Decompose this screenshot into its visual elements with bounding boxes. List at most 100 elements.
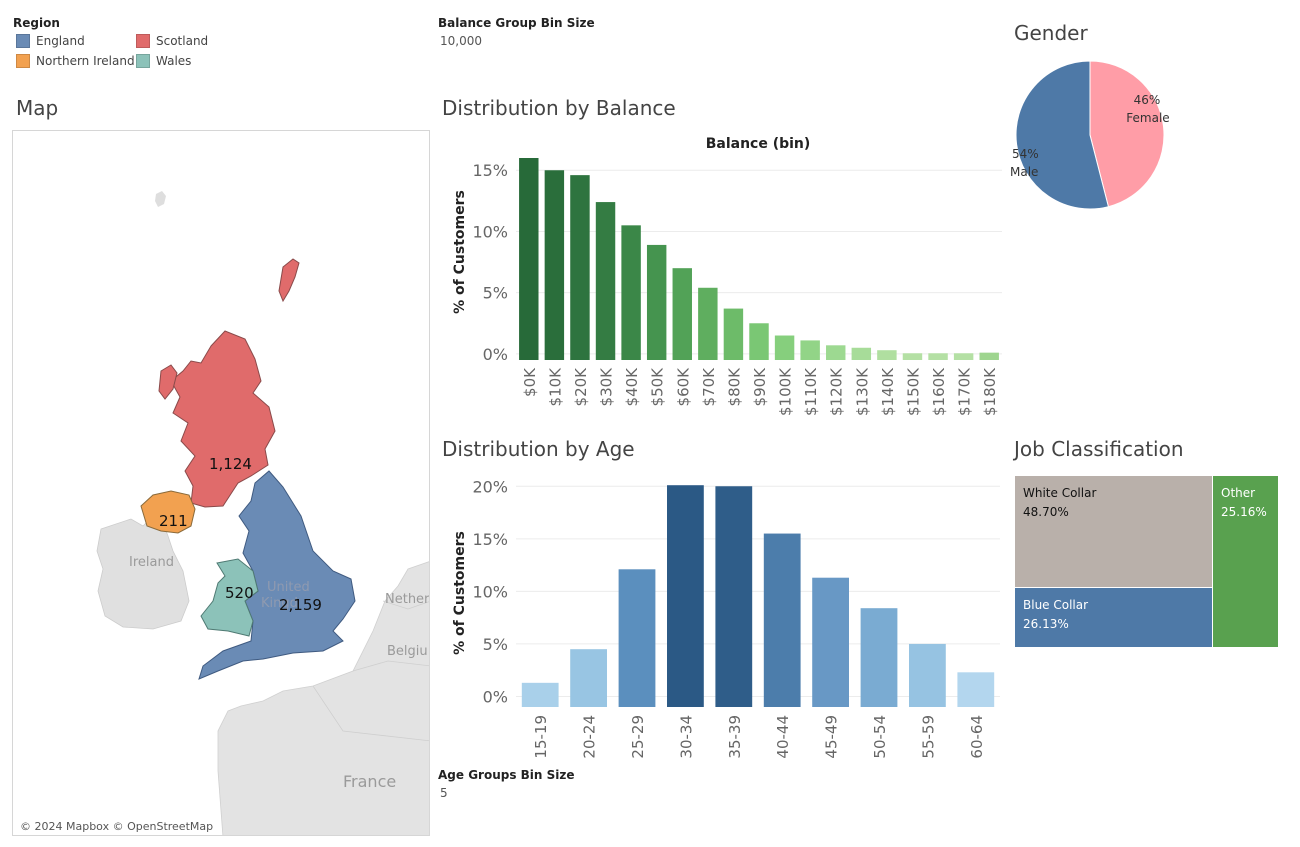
legend-label: England	[36, 34, 85, 48]
y-tick-label: 10%	[472, 222, 508, 241]
y-tick-label: 0%	[483, 345, 508, 364]
northern-ireland-value: 211	[159, 512, 188, 530]
x-tick-label: $10K	[546, 367, 564, 407]
scotland-value: 1,124	[209, 455, 252, 473]
england-value: 2,159	[279, 596, 322, 614]
x-tick-label: $100K	[777, 367, 795, 416]
wales-shape[interactable]	[200, 558, 259, 637]
legend-item-wales[interactable]: Wales	[136, 54, 191, 68]
pie-slice-male	[1015, 60, 1110, 210]
x-tick-label: $0K	[521, 367, 539, 397]
treemap-label: Other	[1221, 486, 1256, 500]
x-tick-label: 55-59	[919, 715, 937, 759]
male-pct-label: 54%	[1012, 147, 1039, 161]
border-line	[382, 600, 429, 610]
x-tick-label: $90K	[751, 367, 769, 407]
x-tick-label: $130K	[853, 367, 871, 416]
balance-chart-header: Balance (bin)	[706, 136, 811, 152]
age-bin-param-title: Age Groups Bin Size	[438, 768, 575, 782]
bar	[521, 682, 559, 707]
bar	[979, 352, 999, 360]
x-tick-label: $40K	[623, 367, 641, 407]
y-tick-label: 15%	[472, 161, 508, 180]
bar	[749, 323, 769, 360]
treemap-cell-white-collar[interactable]: White Collar 48.70%	[1014, 475, 1213, 588]
legend-title: Region	[13, 16, 60, 30]
hebrides-shape[interactable]	[158, 364, 178, 400]
bar	[570, 649, 607, 707]
legend-swatch	[16, 54, 30, 68]
x-tick-label: 25-29	[629, 715, 647, 759]
shetland-shape[interactable]	[278, 258, 300, 303]
x-tick-label: $170K	[956, 367, 974, 416]
x-tick-label: $60K	[674, 367, 692, 407]
bar	[715, 486, 753, 707]
bar	[800, 340, 820, 360]
netherlands-label: Nether	[385, 592, 430, 607]
gender-pie[interactable]: 46% Female 54% Male	[1005, 50, 1185, 220]
x-tick-label: $150K	[904, 367, 922, 416]
age-bin-param-value[interactable]: 5	[440, 786, 448, 800]
balance-y-axis-title: % of Customers	[452, 190, 468, 314]
balance-chart[interactable]: Balance (bin) % of Customers 0%5%10%15% …	[436, 122, 1008, 422]
bar	[570, 175, 590, 360]
treemap-pct: 48.70%	[1023, 505, 1069, 519]
bar	[672, 268, 692, 360]
balance-bin-param-value[interactable]: 10,000	[440, 34, 482, 48]
legend-item-england[interactable]: England	[16, 34, 85, 48]
bar	[595, 202, 616, 360]
age-y-axis-title: % of Customers	[452, 531, 468, 655]
x-tick-label: 60-64	[968, 715, 986, 759]
map-attribution: © 2024 Mapbox © OpenStreetMap	[20, 820, 213, 833]
x-tick-label: 45-49	[823, 715, 841, 759]
bar	[851, 347, 872, 360]
x-tick-label: $80K	[725, 367, 743, 407]
bar	[953, 353, 974, 360]
bar	[519, 158, 539, 360]
bar	[667, 485, 704, 707]
y-tick-label: 5%	[483, 284, 508, 303]
treemap-pct: 25.16%	[1221, 505, 1267, 519]
bar	[928, 353, 948, 360]
y-tick-label: 5%	[483, 635, 508, 654]
treemap-cell-blue-collar[interactable]: Blue Collar 26.13%	[1014, 587, 1213, 648]
treemap-cell-other[interactable]: Other 25.16%	[1212, 475, 1279, 648]
bar	[763, 533, 801, 707]
wales-value: 520	[225, 584, 254, 602]
bar	[774, 335, 795, 360]
northern-ireland-shape[interactable]	[140, 490, 196, 534]
england-shape[interactable]	[198, 470, 356, 680]
map-panel[interactable]: Ireland United Kingd Nether Belgiu Franc…	[12, 130, 430, 836]
x-tick-label: 40-44	[774, 715, 792, 759]
bar	[544, 170, 565, 360]
bar	[909, 643, 946, 707]
pie-slice-female	[1089, 60, 1165, 208]
treemap-label: White Collar	[1023, 486, 1097, 500]
legend-label: Wales	[156, 54, 192, 68]
map-title: Map	[16, 96, 59, 120]
x-tick-label: $160K	[930, 367, 948, 416]
x-tick-label: $50K	[649, 367, 667, 407]
x-tick-label: 15-19	[532, 715, 550, 759]
bar	[723, 308, 744, 360]
age-chart[interactable]: % of Customers 0% 5% 10% 15% 20% 15-19 20-24 2…	[436, 470, 1008, 770]
x-tick-label: $140K	[879, 367, 897, 416]
bar	[698, 287, 718, 360]
male-label: Male	[1010, 165, 1038, 179]
legend-item-scotland[interactable]: Scotland	[136, 34, 208, 48]
island-shape	[155, 191, 166, 207]
balance-bin-param-title: Balance Group Bin Size	[438, 16, 595, 30]
border-line	[312, 685, 429, 742]
france-label: France	[343, 772, 396, 791]
x-tick-label: $120K	[828, 367, 846, 416]
map-svg[interactable]: Ireland United Kingd Nether Belgiu Franc…	[13, 131, 430, 836]
x-tick-label: 35-39	[726, 715, 744, 759]
age-chart-title: Distribution by Age	[442, 437, 635, 461]
ireland-label: Ireland	[129, 555, 174, 570]
treemap-pct: 26.13%	[1023, 617, 1069, 631]
bar	[860, 608, 898, 707]
female-label: Female	[1126, 111, 1169, 125]
border-line	[352, 660, 429, 672]
treemap-label: Blue Collar	[1023, 598, 1089, 612]
legend-item-northern-ireland[interactable]: Northern Ireland	[16, 54, 135, 68]
